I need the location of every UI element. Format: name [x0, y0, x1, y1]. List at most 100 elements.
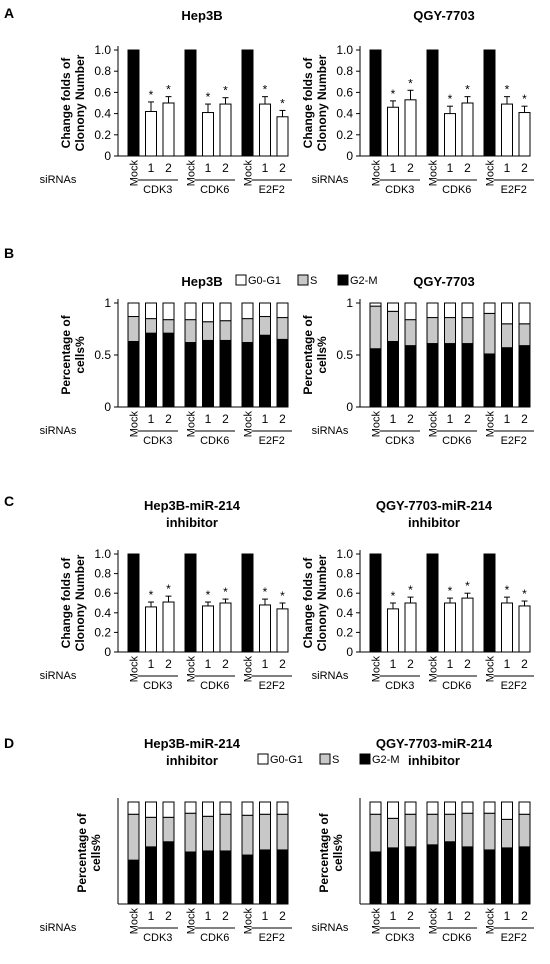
bar-segment: [387, 310, 399, 342]
y-axis-label-line: Change folds of: [59, 57, 73, 149]
row-label: siRNAs: [312, 670, 349, 682]
row-label: siRNAs: [312, 425, 349, 437]
x-tick-label: 1: [148, 412, 155, 426]
x-tick-label: Mock: [485, 160, 497, 187]
chart-title-line: inhibitor: [166, 515, 218, 530]
significance-mark: *: [166, 582, 171, 596]
bar-segment: [145, 801, 157, 818]
row-label: siRNAs: [40, 425, 77, 437]
panel-letter: C: [4, 493, 14, 509]
legend-swatch: [235, 274, 247, 286]
group-label: CDK3: [143, 435, 172, 447]
bar-segment: [483, 353, 496, 408]
bar: [444, 602, 456, 653]
bar: [219, 602, 232, 653]
x-tick-label: 1: [205, 412, 212, 426]
bar-segment: [127, 302, 140, 318]
y-tick-label: 0.2: [94, 625, 111, 639]
y-axis-label: Change folds ofClonony Number: [59, 554, 87, 651]
bar-segment: [259, 801, 271, 815]
bar-segment: [202, 801, 214, 817]
y-axis-label: Change folds ofClonony Number: [301, 554, 329, 651]
y-tick-label: 1.0: [94, 43, 111, 57]
bar-segment: [404, 846, 417, 905]
bar-segment: [369, 302, 382, 307]
x-tick-label: 1: [390, 412, 397, 426]
x-tick-label: 1: [262, 161, 269, 175]
bar-segment: [202, 339, 214, 408]
chart: Hep3B-miR-214 inhibitor Percentage ofcells…: [40, 736, 292, 944]
significance-mark: *: [263, 585, 268, 599]
bar: [219, 103, 232, 157]
legend: G0-G1 S G2-M: [235, 274, 378, 287]
group-label: E2F2: [259, 680, 285, 692]
chart-title: QGY-7703-miR-214 inhibitor: [376, 498, 493, 530]
chart: QGY-7703 Change folds ofClonony Number 0 0.…: [301, 8, 534, 196]
x-tick-label: 1: [390, 161, 397, 175]
bar-segment: [444, 343, 456, 408]
bar: [127, 49, 140, 157]
x-tick-label: 2: [464, 909, 471, 923]
significance-mark: *: [206, 90, 211, 104]
bar: [145, 606, 157, 653]
significance-mark: *: [465, 579, 470, 593]
x-tick-label: 2: [521, 161, 528, 175]
bar: [483, 553, 496, 653]
chart-title: Hep3B: [181, 8, 222, 23]
x-tick-label: 2: [464, 657, 471, 671]
y-axis-label-line: cells%: [315, 336, 329, 374]
y-tick-label: 0: [346, 400, 353, 414]
group-label: CDK3: [385, 184, 414, 196]
bar-segment: [202, 321, 214, 341]
y-axis-label-line: Change folds of: [59, 557, 73, 649]
bar: [404, 99, 417, 157]
y-tick-label: 1: [346, 296, 353, 310]
bar-segment: [461, 317, 474, 345]
chart-title-line: Hep3B-miR-214: [144, 736, 241, 751]
bar-segment: [241, 342, 254, 408]
y-axis-label: Change folds ofClonony Number: [59, 54, 87, 151]
bar-segment: [162, 319, 175, 334]
panel-letter: A: [4, 5, 14, 21]
group-label: CDK6: [200, 680, 229, 692]
x-tick-label: 1: [205, 657, 212, 671]
y-axis-label-line: Clonony Number: [315, 54, 329, 151]
y-axis-label: Percentage ofcells%: [59, 314, 87, 394]
legend-swatch: [319, 753, 331, 765]
bar-segment: [501, 323, 513, 349]
x-tick-label: 1: [148, 909, 155, 923]
y-axis-label-line: Clonony Number: [315, 554, 329, 651]
y-tick-label: 0: [346, 149, 353, 163]
bar-segment: [369, 801, 382, 815]
chart: Hep3B-miR-214 inhibitor Change folds ofClo…: [40, 498, 292, 692]
significance-mark: *: [280, 589, 285, 603]
y-tick-label: 0.8: [94, 64, 111, 78]
x-tick-label: Mock: [243, 656, 255, 683]
bar: [501, 602, 513, 653]
chart: QGY-7703-miR-214 inhibitor Change folds of…: [301, 498, 534, 692]
x-tick-label: 2: [521, 909, 528, 923]
significance-mark: *: [448, 584, 453, 598]
bar: [184, 49, 197, 157]
y-tick-label: 0: [104, 149, 111, 163]
x-tick-label: Mock: [485, 656, 497, 683]
x-tick-label: Mock: [428, 160, 440, 187]
bar-segment: [426, 317, 439, 345]
x-tick-label: 1: [390, 657, 397, 671]
y-axis-label: Percentage ofcells%: [301, 314, 329, 394]
x-tick-label: 1: [447, 657, 454, 671]
bar-segment: [461, 302, 474, 319]
group-label: CDK3: [143, 932, 172, 944]
y-axis-label-line: Percentage of: [75, 812, 89, 892]
chart-title-line: Hep3B-miR-214: [144, 498, 241, 513]
panel-letter: B: [4, 245, 14, 261]
bar: [518, 112, 531, 157]
bar: [444, 113, 456, 157]
bar-segment: [145, 332, 157, 408]
bar: [426, 49, 439, 157]
y-tick-label: 0.2: [336, 625, 353, 639]
x-tick-label: 2: [407, 909, 414, 923]
bar-segment: [127, 801, 140, 815]
bar: [501, 103, 513, 157]
group-label: CDK3: [143, 680, 172, 692]
